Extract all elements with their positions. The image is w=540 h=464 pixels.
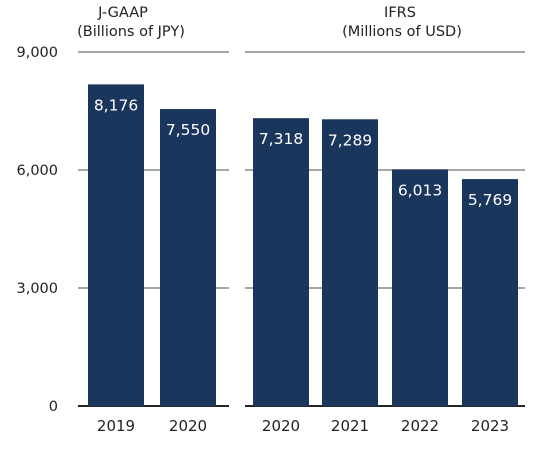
panel-titles: J-GAAP (Billions of JPY) IFRS (Millions … [77,5,462,40]
bar-value-label: 6,013 [398,181,442,199]
bar [322,119,378,407]
x-tick-label: 2020 [169,417,207,435]
x-tick-label: 2022 [401,417,439,435]
labels: 0 3,000 6,000 9,000 8,176 2019 7,550 2020 7,318 2… [16,45,512,435]
bar-value-label: 7,318 [259,130,303,148]
bar [253,118,309,407]
bar-value-label: 8,176 [94,96,138,114]
y-tick-label: 3,000 [16,281,58,297]
bar [160,109,216,407]
bars [88,84,518,407]
bar-value-label: 5,769 [468,191,512,209]
y-tick-label: 6,000 [16,163,58,179]
y-tick-label: 9,000 [16,45,58,61]
panel-subtitle-jgaap: (Billions of JPY) [77,24,185,40]
y-tick-label: 0 [49,399,58,415]
panel-subtitle-ifrs: (Millions of USD) [342,24,462,40]
x-tick-label: 2021 [331,417,369,435]
x-tick-label: 2019 [97,417,135,435]
bar [462,179,518,406]
x-tick-label: 2023 [471,417,509,435]
x-tick-label: 2020 [262,417,300,435]
bar [392,169,448,406]
panel-title-jgaap: J-GAAP [97,5,148,21]
bar-value-label: 7,550 [166,121,210,139]
bar [88,84,144,406]
panel-title-ifrs: IFRS [384,5,416,21]
bar-value-label: 7,289 [328,131,372,149]
